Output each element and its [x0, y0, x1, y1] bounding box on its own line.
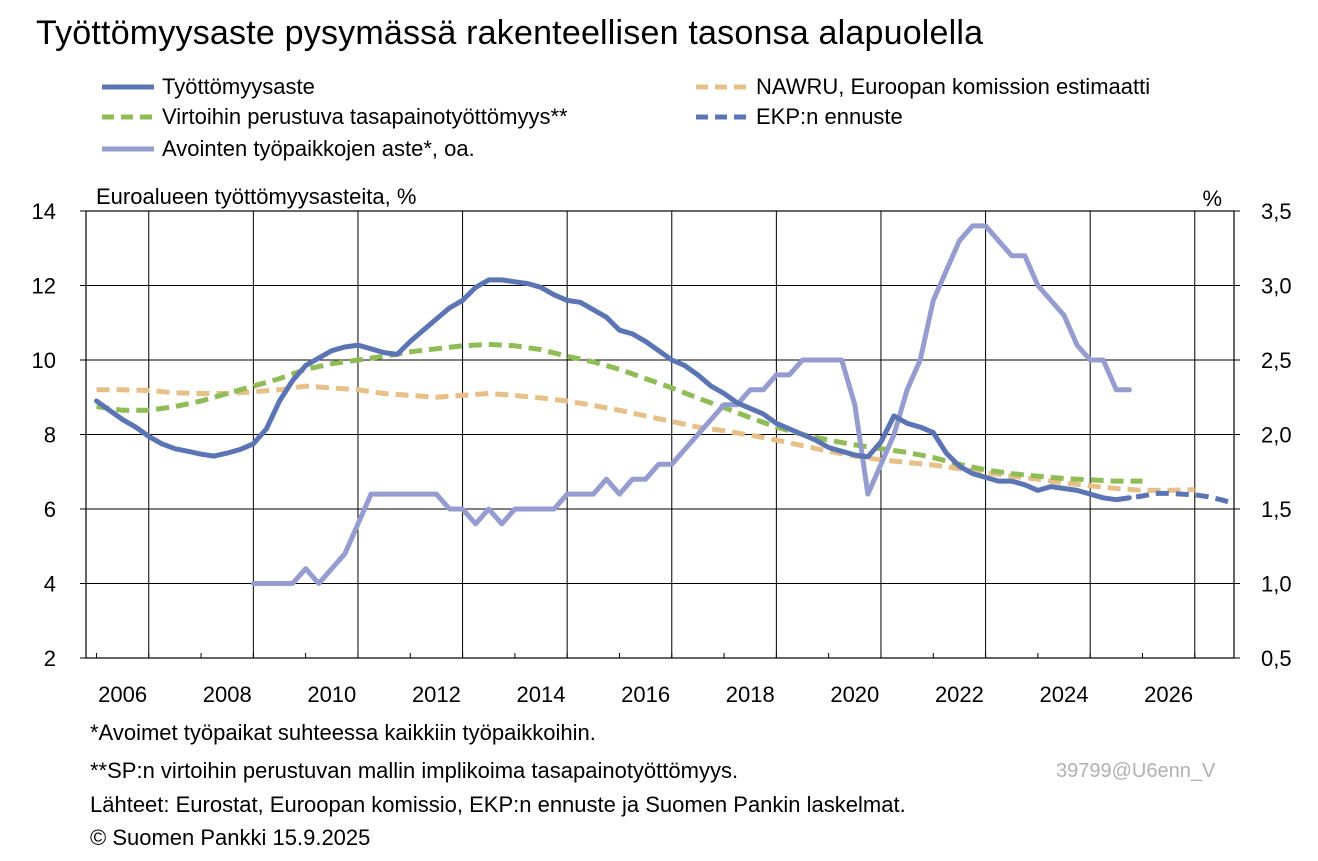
legend-swatch-solid-line — [102, 146, 154, 152]
series-lines — [94, 223, 1234, 586]
x-tick-label: 2026 — [1144, 682, 1193, 707]
plot-frame — [85, 210, 1235, 659]
right-axis-ticks: 0,5 1,0 1,5 2,0 2,5 3,0 3,5 — [1234, 199, 1292, 671]
legend-swatch-solid-line — [102, 84, 154, 90]
y2-tick-label: 1,5 — [1261, 497, 1292, 522]
y-tick-label: 4 — [44, 572, 56, 597]
y2-tick-label: 3,5 — [1261, 199, 1292, 224]
y-tick-label: 14 — [32, 199, 56, 224]
chart-subtitle: Euroalueen työttömyysasteita, % — [96, 184, 416, 209]
y-tick-label: 10 — [32, 348, 56, 373]
legend-label: Avointen työpaikkojen aste*, oa. — [162, 136, 475, 161]
footnote-copyright: © Suomen Pankki 15.9.2025 — [90, 825, 371, 850]
legend-swatch-dashed-line — [696, 84, 748, 90]
legend-vacancy: Avointen työpaikkojen aste*, oa. — [102, 134, 475, 164]
legend-label: EKP:n ennuste — [756, 104, 903, 129]
y2-tick-label: 2,5 — [1261, 348, 1292, 373]
legend-ecb-forecast: EKP:n ennuste — [696, 102, 903, 132]
series-line-unemployment — [94, 277, 1132, 503]
watermark: 39799@U6enn_V — [1056, 760, 1216, 782]
left-axis-ticks: 2 4 6 8 10 12 14 — [32, 199, 86, 671]
legend-label: NAWRU, Euroopan komission estimaatti — [756, 74, 1151, 99]
legend-unemployment: Työttömyysaste — [102, 72, 315, 102]
x-tick-label: 2018 — [726, 682, 775, 707]
legend-nawru: NAWRU, Euroopan komission estimaatti — [696, 72, 1150, 102]
legend-swatch-dashed-line — [102, 114, 154, 120]
x-tick-label: 2020 — [830, 682, 879, 707]
x-tick-label: 2008 — [203, 682, 252, 707]
footnote-vacancy: *Avoimet työpaikat suhteessa kaikkiin ty… — [90, 720, 596, 745]
series-line-nawru — [96, 383, 1195, 493]
series-line-ecb-forecast — [1115, 490, 1234, 506]
footnote-sources: Lähteet: Eurostat, Euroopan komissio, EK… — [90, 792, 906, 817]
gridlines — [86, 211, 1234, 658]
y-tick-label: 8 — [44, 423, 56, 448]
x-tick-label: 2006 — [98, 682, 147, 707]
x-tick-label: 2010 — [307, 682, 356, 707]
chart-title: Työttömyysaste pysymässä rakenteellisen … — [36, 14, 984, 52]
footnote-model: **SP:n virtoihin perustuvan mallin impli… — [90, 758, 739, 783]
y-tick-label: 12 — [32, 274, 56, 299]
y-tick-label: 6 — [44, 497, 56, 522]
y2-tick-label: 1,0 — [1261, 572, 1292, 597]
y-tick-label: 2 — [44, 646, 56, 671]
right-axis-unit: % — [1202, 186, 1222, 211]
y2-tick-label: 0,5 — [1261, 646, 1292, 671]
legend-flow-equilibrium: Virtoihin perustuva tasapainotyöttömyys*… — [102, 102, 568, 132]
x-tick-label: 2016 — [621, 682, 670, 707]
legend-swatch-dashed-line — [696, 114, 748, 120]
x-tick-label: 2024 — [1040, 682, 1089, 707]
legend-label: Työttömyysaste — [162, 74, 315, 99]
y2-tick-label: 3,0 — [1261, 274, 1292, 299]
y2-tick-label: 2,0 — [1261, 423, 1292, 448]
legend-label: Virtoihin perustuva tasapainotyöttömyys*… — [162, 104, 568, 129]
x-tick-label: 2014 — [517, 682, 566, 707]
series-line-vacancy — [250, 223, 1132, 586]
x-tick-label: 2012 — [412, 682, 461, 707]
x-tick-label: 2022 — [935, 682, 984, 707]
x-axis-ticks: 2006 2008 2010 2012 2014 2016 2018 2020 2022 2024… — [95, 653, 1196, 707]
